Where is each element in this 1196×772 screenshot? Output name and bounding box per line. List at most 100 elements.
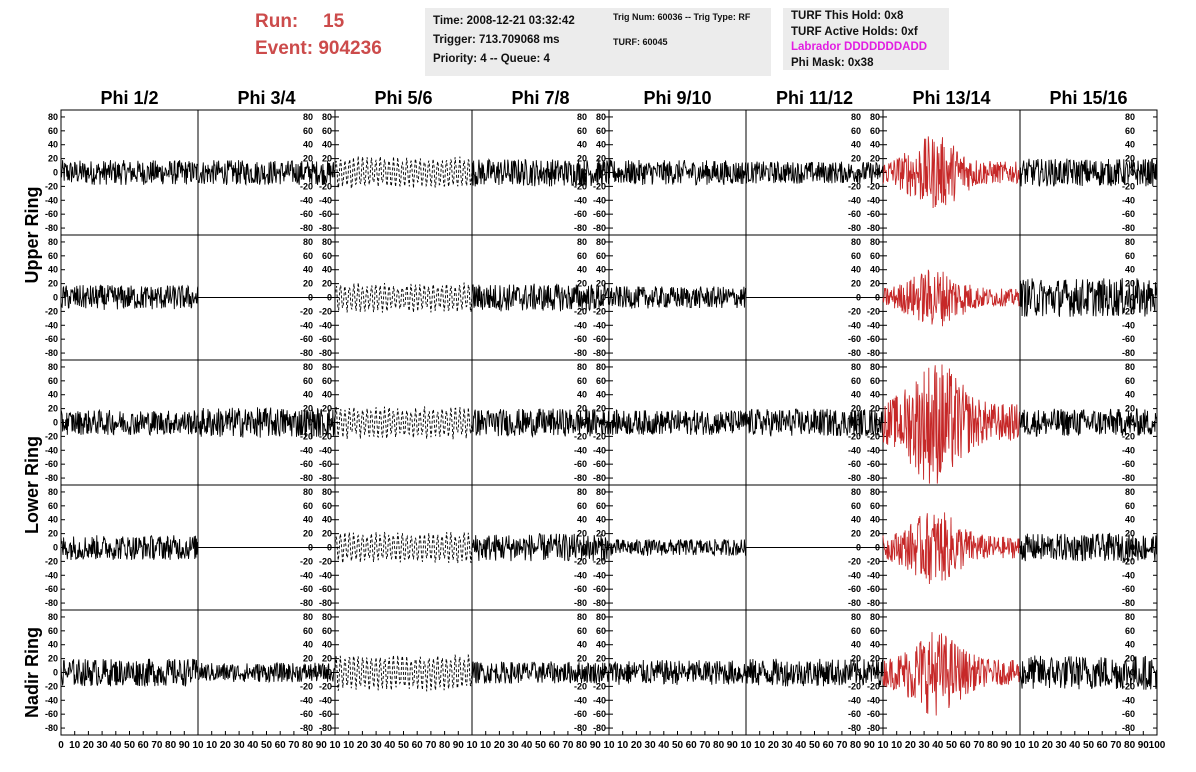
xtick-label-10: 10: [192, 740, 204, 751]
xtick-label-75: 50: [1083, 740, 1095, 751]
ytick-label-2-5-60: 60: [851, 376, 861, 386]
ytick-label-0-4-40: 40: [596, 140, 606, 150]
ytick-label-2-7-80: 80: [1125, 362, 1135, 372]
ytick-label-2-0--20: -20: [45, 431, 58, 441]
waveform-2-2: [334, 406, 473, 440]
ytick-label-2-4-40: 40: [596, 390, 606, 400]
ytick-label-1-7--80: -80: [1122, 348, 1135, 358]
waveform-2-0: [60, 408, 199, 437]
ytick-label-0-7-80: 80: [1125, 112, 1135, 122]
xtick-label-69: 90: [1001, 740, 1013, 751]
ytick-label-4-4--40: -40: [593, 695, 606, 705]
ytick-label-4-4-60: 60: [596, 626, 606, 636]
ytick-label-2-0-40: 40: [48, 390, 58, 400]
ytick-label-4-0-80: 80: [48, 612, 58, 622]
ytick-label-3-3--20: -20: [574, 556, 587, 566]
xtick-label-15: 50: [261, 740, 273, 751]
xtick-label-42: 20: [631, 740, 643, 751]
ytick-label-1-3--20: -20: [574, 306, 587, 316]
xtick-label-14: 40: [247, 740, 259, 751]
ytick-label-2-6--60: -60: [867, 459, 880, 469]
waveform-2-6: [882, 364, 1021, 484]
ring-label-2: Nadir Ring: [22, 627, 42, 718]
ytick-label-0-7--40: -40: [1122, 195, 1135, 205]
ytick-label-4-5--60: -60: [848, 709, 861, 719]
ytick-label-2-2--80: -80: [319, 473, 332, 483]
ytick-label-2-0--80: -80: [45, 473, 58, 483]
ytick-label-1-0-60: 60: [48, 251, 58, 261]
ytick-label-0-3--60: -60: [574, 209, 587, 219]
ytick-label-4-2--40: -40: [319, 695, 332, 705]
ytick-label-4-7-80: 80: [1125, 612, 1135, 622]
ytick-label-3-1--20: -20: [300, 556, 313, 566]
ytick-label-1-0-0: 0: [53, 293, 58, 303]
waveform-2-5: [745, 408, 884, 437]
xtick-label-3: 30: [97, 740, 109, 751]
ytick-label-2-4-60: 60: [596, 376, 606, 386]
ytick-label-2-5--80: -80: [848, 473, 861, 483]
xtick-label-2: 20: [83, 740, 95, 751]
xtick-label-7: 70: [151, 740, 163, 751]
ytick-label-0-5-20: 20: [851, 154, 861, 164]
turf-text: TURF: 60045: [613, 37, 668, 47]
ytick-label-3-2--80: -80: [319, 598, 332, 608]
run-value: 15: [323, 11, 345, 32]
ytick-label-0-5--60: -60: [848, 209, 861, 219]
ytick-label-0-3-40: 40: [577, 140, 587, 150]
xtick-label-51: 10: [754, 740, 766, 751]
ytick-label-4-7-60: 60: [1125, 626, 1135, 636]
ytick-label-1-4-0: 0: [601, 293, 606, 303]
ytick-label-0-5--40: -40: [848, 195, 861, 205]
ytick-label-0-0--80: -80: [45, 223, 58, 233]
ytick-label-2-3--20: -20: [574, 431, 587, 441]
ytick-label-3-4-0: 0: [601, 543, 606, 553]
ytick-label-4-1-80: 80: [303, 612, 313, 622]
ytick-label-2-2--60: -60: [319, 459, 332, 469]
ytick-label-3-6--60: -60: [867, 584, 880, 594]
ytick-label-2-1--20: -20: [300, 431, 313, 441]
ytick-label-0-5--80: -80: [848, 223, 861, 233]
ytick-label-1-0-80: 80: [48, 237, 58, 247]
xtick-label-73: 30: [1056, 740, 1068, 751]
ytick-label-4-6-60: 60: [870, 626, 880, 636]
ytick-label-1-1--60: -60: [300, 334, 313, 344]
ytick-label-4-2-60: 60: [322, 626, 332, 636]
waveform-4-4: [608, 659, 747, 685]
ytick-label-2-2-40: 40: [322, 390, 332, 400]
ytick-label-4-3--40: -40: [574, 695, 587, 705]
ytick-label-4-6--80: -80: [867, 723, 880, 733]
ytick-label-1-3-80: 80: [577, 237, 587, 247]
ytick-label-3-5-60: 60: [851, 501, 861, 511]
ytick-label-2-3--80: -80: [574, 473, 587, 483]
ytick-label-1-4--20: -20: [593, 306, 606, 316]
ytick-label-1-5-60: 60: [851, 251, 861, 261]
ytick-label-0-4-0: 0: [601, 168, 606, 178]
ytick-label-0-1--20: -20: [300, 181, 313, 191]
active-holds-text: TURF Active Holds: 0xf: [791, 25, 918, 38]
ytick-label-2-5-20: 20: [851, 404, 861, 414]
ytick-label-4-6--40: -40: [867, 695, 880, 705]
ytick-label-0-1-60: 60: [303, 126, 313, 136]
waveform-0-4: [608, 158, 747, 186]
ytick-label-2-1-40: 40: [303, 390, 313, 400]
xtick-label-13: 30: [234, 740, 246, 751]
ytick-label-0-7-40: 40: [1125, 140, 1135, 150]
ytick-label-2-5--20: -20: [848, 431, 861, 441]
ytick-label-4-0--60: -60: [45, 709, 58, 719]
ytick-label-3-4-20: 20: [596, 529, 606, 539]
ytick-label-1-0--40: -40: [45, 320, 58, 330]
ytick-label-3-0--20: -20: [45, 556, 58, 566]
xtick-label-26: 60: [412, 740, 424, 751]
ytick-label-0-2-0: 0: [327, 168, 332, 178]
ytick-label-3-1--60: -60: [300, 584, 313, 594]
xtick-label-43: 30: [645, 740, 657, 751]
ytick-label-3-1-80: 80: [303, 487, 313, 497]
ytick-label-3-4--80: -80: [593, 598, 606, 608]
xtick-label-71: 10: [1028, 740, 1040, 751]
ytick-label-4-0-0: 0: [53, 668, 58, 678]
ytick-label-4-7--20: -20: [1122, 681, 1135, 691]
ytick-label-0-0-60: 60: [48, 126, 58, 136]
ytick-label-1-1-80: 80: [303, 237, 313, 247]
ytick-label-3-6-40: 40: [870, 515, 880, 525]
ytick-label-3-6-80: 80: [870, 487, 880, 497]
